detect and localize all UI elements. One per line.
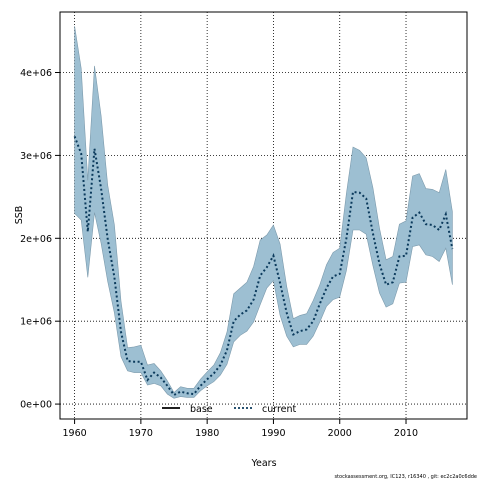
legend: base current [162,404,297,415]
legend-current-label: current [262,404,297,415]
x-tick-label: 2010 [394,428,418,439]
x-tick-label: 2000 [328,428,352,439]
footer-credit: stockassessment.org, IC123, r16340 , git… [334,474,477,480]
plot-frame [59,11,468,420]
x-tick-label: 1960 [62,428,86,439]
y-tick-label: 1e+06 [20,317,52,328]
x-tick-label: 1970 [129,428,153,439]
legend-base-label: base [190,404,213,415]
x-tick-label: 1990 [261,428,285,439]
y-tick-label: 4e+06 [20,68,52,79]
y-tick-label: 0e+00 [20,400,52,411]
x-tick-label: 1980 [195,428,219,439]
y-tick-label: 2e+06 [20,234,52,245]
confidence-band [74,26,453,399]
y-axis-title: SSB [14,206,25,225]
axis-ticks: 1960 1970 1980 1990 2000 2010 0e+00 1e+06 2e+06 3… [20,68,418,439]
x-axis-title: Years [250,458,276,469]
gridlines [60,12,467,419]
y-tick-label: 3e+06 [20,151,52,162]
